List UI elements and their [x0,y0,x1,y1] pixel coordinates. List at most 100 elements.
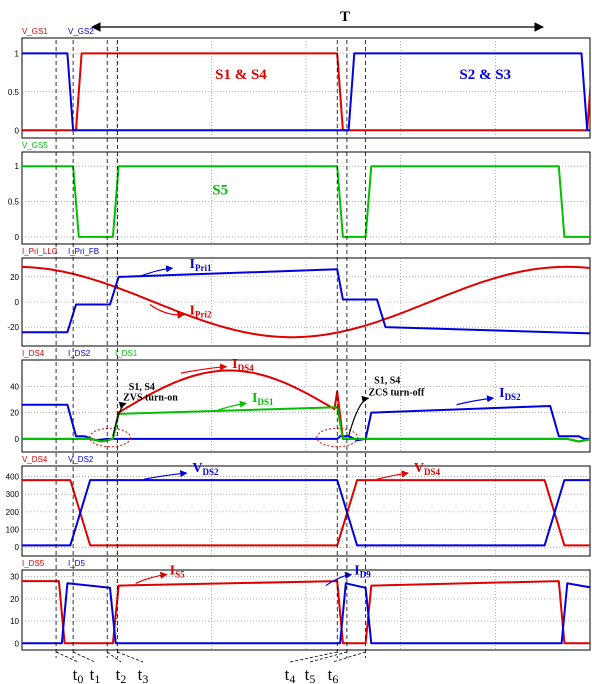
annotation-arrow [348,395,370,437]
time-marker-leader [332,651,366,663]
series-line [22,369,590,443]
signal-name-label: V_DS2 [68,455,94,464]
y-tick-label: 300 [6,490,20,499]
annotation-arrow [214,400,248,412]
signal-name-label: I_D5 [68,559,85,568]
y-tick-label: 0 [15,233,20,242]
annotation-arrow [144,470,188,480]
y-tick-label: 1 [15,49,20,58]
y-tick-label: 400 [6,473,20,482]
annotation-arrow [135,571,168,584]
y-tick-label: 0 [15,435,20,444]
y-tick-label: 10 [10,617,19,626]
waveform-label: ZCS turn-off [368,387,425,398]
signal-name-label: V_GS1 [22,27,48,36]
time-marker-label: t2 [116,665,127,684]
waveform-label: S1, S4 [129,382,155,393]
label-subscript: DS4 [424,467,441,477]
waveform-label: S1, S4 [374,376,400,387]
waveform-label: IS5 [170,563,185,579]
y-tick-label: 30 [10,573,19,582]
time-marker-leader [117,651,144,663]
y-tick-label: 0.5 [8,198,20,207]
label-text: S2 & S3 [459,67,511,83]
label-text: I [232,357,237,372]
label-subscript: DS2 [203,467,220,477]
annotation-arrow [149,304,185,319]
panel-series [22,52,590,132]
time-marker-letter: t [116,665,121,684]
waveform-label: IPri1 [190,257,212,273]
waveform-label: IDS4 [232,357,254,373]
label-text: V [414,461,424,476]
time-marker-label: t4 [285,665,296,684]
signal-name-label: I_DS2 [68,349,91,358]
label-text: ZCS turn-off [368,387,425,398]
time-marker-label: t1 [90,665,101,684]
label-text: I [190,304,195,319]
annotation-arrow [325,571,353,587]
waveform-label: ZVS turn-on [123,393,178,404]
time-marker-leader [289,651,338,663]
highlight-circle [89,427,131,448]
panel-series [22,580,590,645]
time-marker-subscript: 0 [77,672,83,684]
time-marker-label: t0 [73,665,84,684]
signal-name-label: I_Pri_LLC [22,247,58,256]
series-line [22,265,590,339]
signal-name-label: V_GS2 [68,27,94,36]
label-text: S1 & S4 [215,67,267,83]
y-tick-label: 0 [15,126,20,135]
time-marker-letter: t [285,665,290,684]
label-text: V [192,461,202,476]
signal-name-label: I_DS4 [22,349,45,358]
label-subscript: Pri2 [195,310,212,320]
y-tick-label: 0 [15,639,20,648]
waveform-label: ID9 [354,563,371,579]
highlight-circle [316,427,359,448]
annotation-arrow [456,395,495,406]
y-tick-label: 20 [10,595,19,604]
series-line [22,580,590,645]
time-marker-subscript: 6 [332,672,338,684]
series-line [22,52,590,132]
signal-name-label: V_DS4 [22,455,48,464]
annotation-arrow [112,401,127,437]
time-marker-letter: t [90,665,95,684]
y-tick-label: 200 [6,508,20,517]
signal-name-label: V_GS5 [22,141,48,150]
waveform-label: IDS1 [252,391,274,407]
time-marker-subscript: 4 [289,672,295,684]
time-marker-label: t3 [138,665,149,684]
waveform-label: S1 & S4 [215,67,267,83]
series-line [22,406,590,443]
label-text: I [170,563,175,578]
y-tick-label: 0 [15,298,20,307]
panel-vgs5: 0 0.5 1 V_GS5 S5 [8,141,591,245]
time-marker-letter: t [138,665,143,684]
waveform-label: IDS2 [499,386,521,402]
time-marker-label: t5 [305,665,316,684]
series-line [22,403,590,442]
series-line [22,52,590,132]
label-subscript: DS2 [505,392,522,402]
annotation-arrow [376,470,409,480]
y-tick-label: 0 [15,543,20,552]
label-text: S1, S4 [374,376,400,387]
y-tick-label: 20 [10,409,19,418]
label-subscript: DS4 [238,363,255,373]
panel-vgs: 0 0.5 1 V_GS1 V_GS2 S1 & S4 S2 & S3 [8,27,591,139]
annotation-arrow [180,363,228,374]
period-label: T [340,9,350,25]
time-marker-leader [106,651,122,663]
panel-series [22,265,590,339]
signal-name-label: I_Pri_FB [68,247,99,256]
time-marker-leader [309,651,348,663]
waveform-label: IPri2 [190,304,212,320]
label-text: I [190,257,195,272]
time-marker-letter: t [328,665,333,684]
time-marker-subscript: 1 [94,672,100,684]
